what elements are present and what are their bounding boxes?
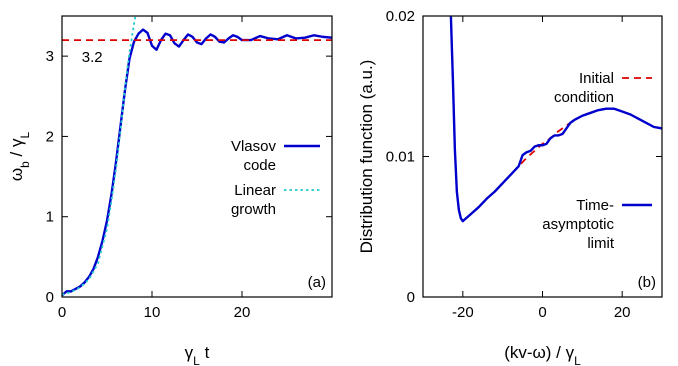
plot-area bbox=[62, 16, 332, 297]
plot-frame bbox=[61, 15, 333, 298]
x-tick-label: 0 bbox=[58, 304, 66, 321]
legend-label-1: Vlasov bbox=[231, 138, 277, 155]
legend-label-2: Time- bbox=[576, 197, 614, 214]
legend-label-2: Linear bbox=[234, 182, 276, 199]
legend-label-2: growth bbox=[231, 201, 276, 218]
legend-label-1: code bbox=[243, 157, 276, 174]
y-tick-label: 0 bbox=[46, 289, 54, 306]
y-tick-label: 2 bbox=[46, 128, 54, 145]
x-tick-label: 0 bbox=[538, 304, 546, 321]
y-axis-label: Distribution function (a.u.) bbox=[357, 60, 376, 254]
x-tick-label: 20 bbox=[614, 304, 631, 321]
y-axis-label: ωb / γL bbox=[7, 132, 32, 182]
legend-label-1: condition bbox=[554, 89, 614, 106]
x-tick-label: 20 bbox=[234, 304, 251, 321]
x-axis-label: (kv-ω) / γL bbox=[504, 343, 581, 366]
legend-label-1: Initial bbox=[579, 70, 614, 87]
plot-area bbox=[449, 16, 662, 223]
panel-label: (a) bbox=[308, 274, 326, 291]
y-tick-label: 3 bbox=[46, 48, 54, 65]
y-tick-label: 0.01 bbox=[386, 149, 415, 166]
panel-a-chart: 0 10 20 0 1 2 3 γL t ωb / γL (a) 3.2 Vlasov code Line… bbox=[7, 15, 333, 366]
x-axis-label: γL t bbox=[185, 343, 210, 366]
panel-label: (b) bbox=[638, 274, 656, 291]
x-tick-label: -20 bbox=[452, 304, 474, 321]
y-tick-label: 1 bbox=[46, 209, 54, 226]
series-line-2 bbox=[62, 16, 137, 296]
series-line-1 bbox=[62, 28, 332, 297]
plot-frame bbox=[422, 15, 663, 298]
series-line-2 bbox=[449, 16, 662, 223]
y-tick-label: 0.02 bbox=[386, 8, 415, 25]
annotation-label: 3.2 bbox=[82, 49, 103, 66]
x-tick-label: 10 bbox=[144, 304, 161, 321]
legend-label-2: limit bbox=[587, 235, 614, 252]
series-line-1 bbox=[449, 16, 662, 223]
y-tick-label: 0 bbox=[407, 289, 415, 306]
panel-b-chart: -20 0 20 0 0.01 0.02 (kv-ω) / γL Distribution f… bbox=[357, 8, 663, 366]
legend-label-2: asymptotic bbox=[542, 216, 614, 233]
